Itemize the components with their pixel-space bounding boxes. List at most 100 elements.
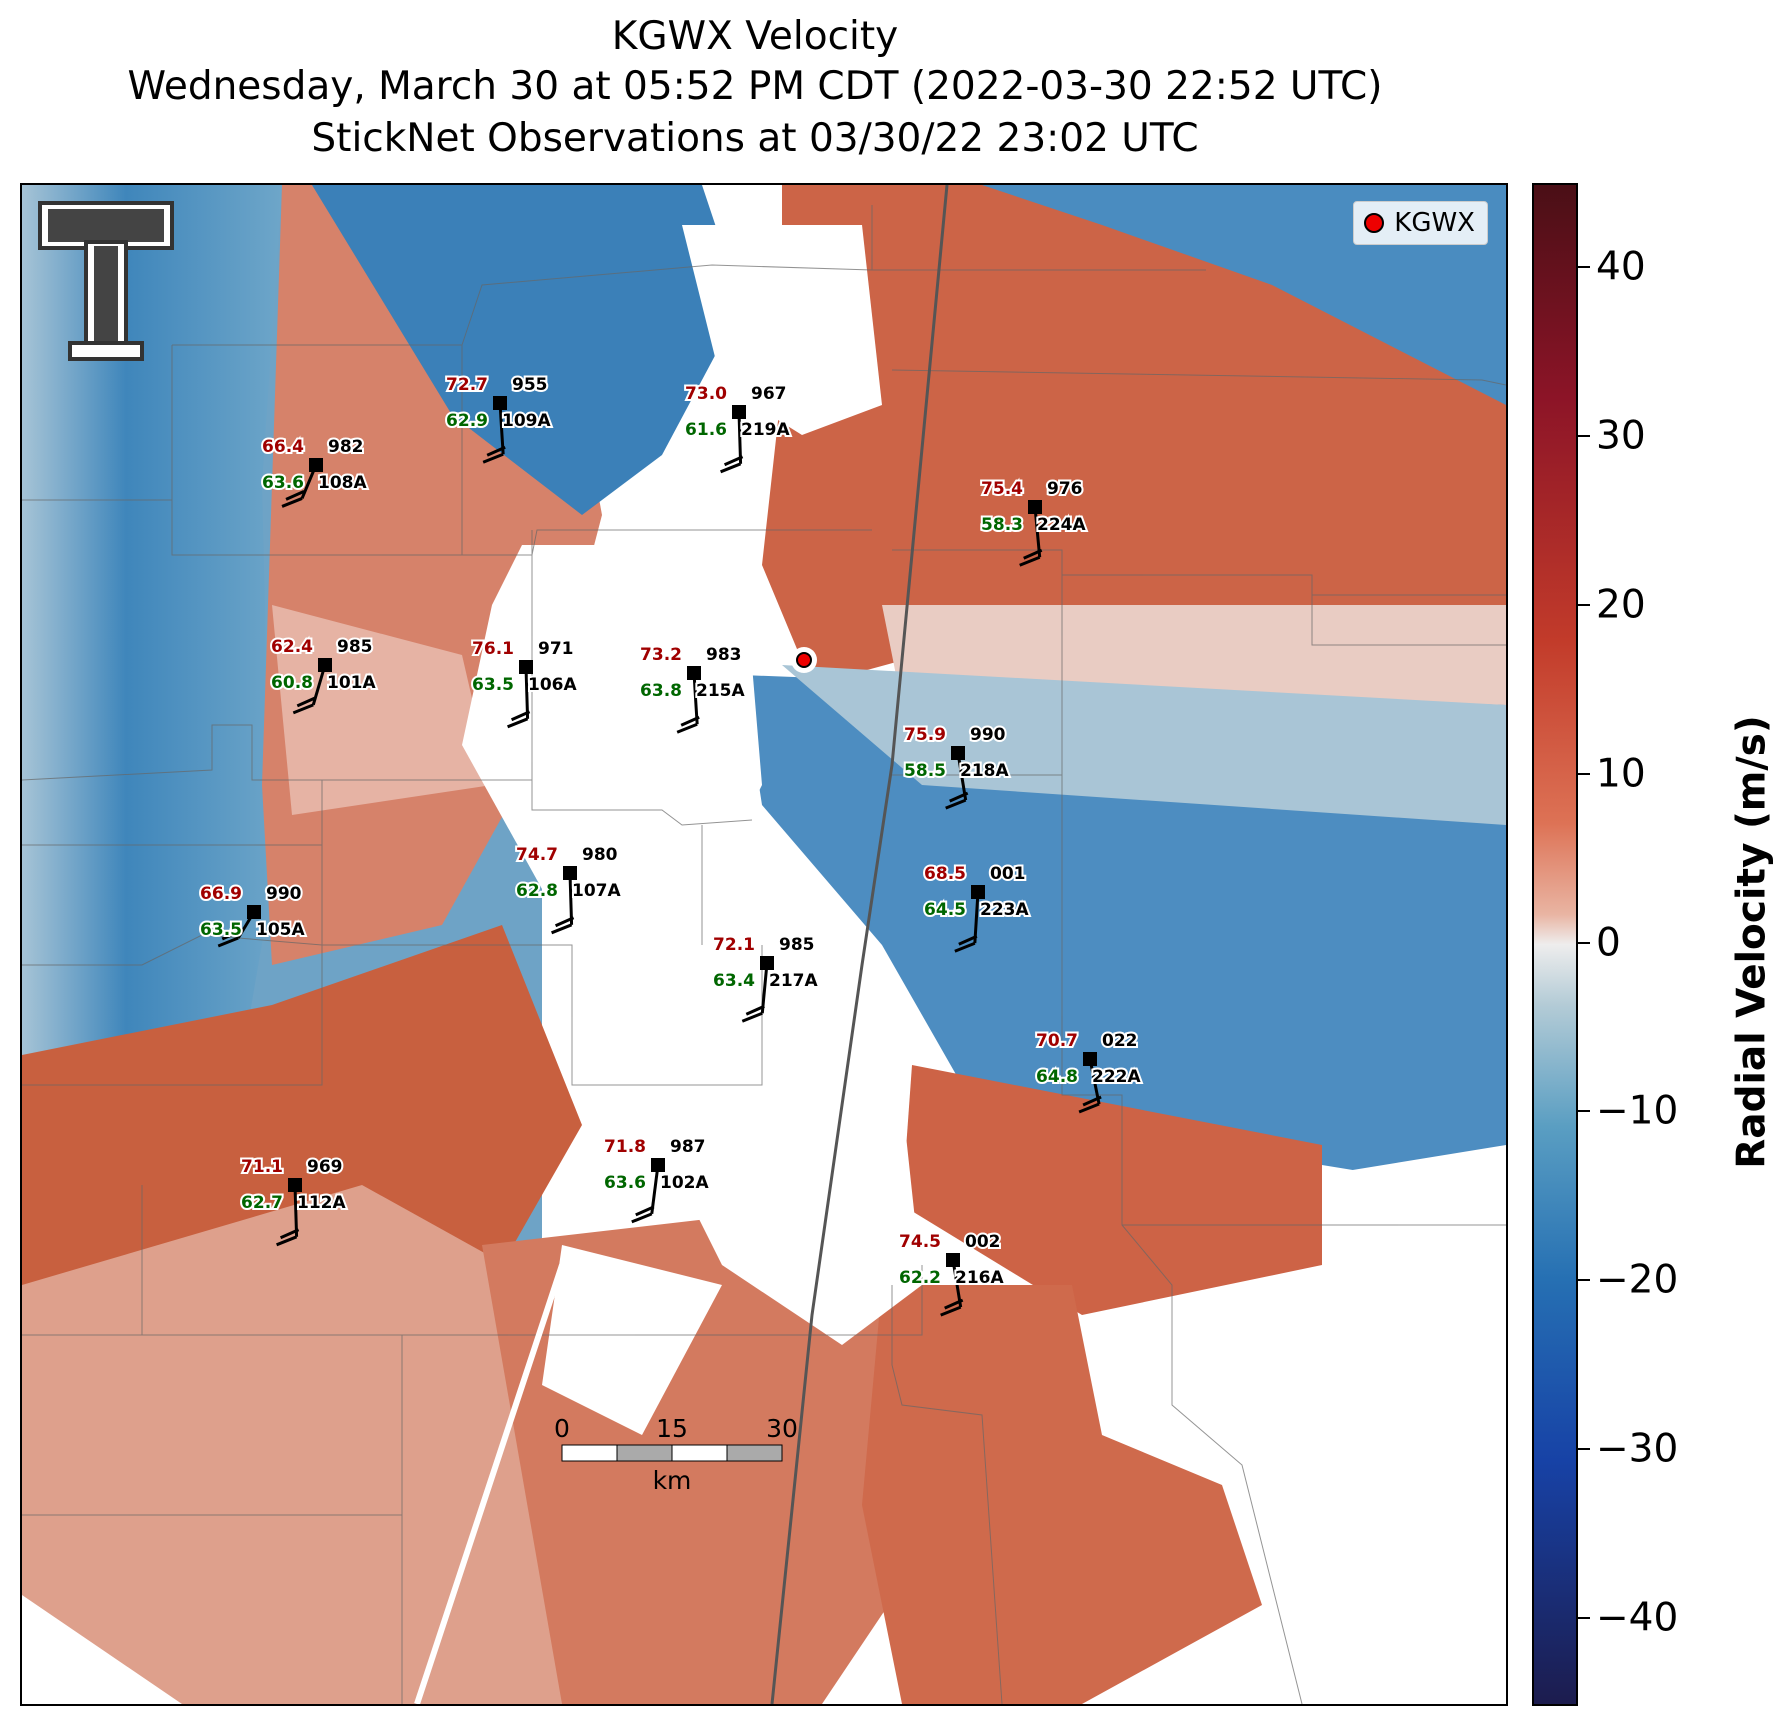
wind-barb — [956, 752, 968, 801]
station-temperature: 68.5 — [924, 864, 966, 884]
wind-barb-flag — [554, 916, 575, 928]
station-pressure: 967 — [751, 384, 787, 404]
radar-map: 66.4 982 63.6 108A 72.7 955 62.9 109A 73.0 967 61.… — [20, 183, 1508, 1706]
station-id: 222A — [1092, 1067, 1141, 1087]
texas-tech-logo — [38, 201, 174, 361]
station-id: 217A — [769, 971, 818, 991]
station-223a: 68.5 001 64.5 223A — [922, 862, 1031, 953]
station-id: 223A — [980, 900, 1029, 920]
station-218a: 75.9 990 58.5 218A — [902, 723, 1011, 810]
station-222a: 70.7 022 64.8 222A — [1034, 1029, 1143, 1114]
wind-barb — [524, 666, 530, 719]
colorbar-tick-label: −40 — [1596, 1595, 1679, 1641]
wind-barb — [498, 402, 505, 455]
station-dewpoint: 63.6 — [262, 473, 304, 493]
station-temperature: 76.1 — [472, 639, 514, 659]
station-pressure: 955 — [512, 375, 548, 395]
station-temperature: 66.4 — [262, 437, 304, 457]
legend-label: KGWX — [1394, 208, 1475, 238]
station-marker — [651, 1158, 665, 1172]
station-219a: 73.0 967 61.6 219A — [683, 382, 792, 474]
velocity-north-inbound — [312, 185, 742, 515]
station-temperature: 75.4 — [981, 479, 1023, 499]
station-108a: 66.4 982 63.6 108A — [260, 435, 369, 508]
stations-layer: 66.4 982 63.6 108A 72.7 955 62.9 109A 73.0 967 61.… — [198, 373, 1143, 1317]
colorbar-tick-label: −10 — [1596, 1088, 1679, 1134]
station-217a: 72.1 985 63.4 217A — [711, 933, 820, 1023]
wind-barb-flag — [482, 452, 504, 464]
wind-barb-flag — [631, 1212, 653, 1224]
station-216a: 74.5 002 62.2 216A — [897, 1230, 1006, 1317]
wind-barb — [1033, 506, 1042, 558]
station-marker — [247, 905, 261, 919]
velocity-nodata-center — [462, 545, 762, 965]
station-pressure: 990 — [266, 884, 302, 904]
scale-unit: km — [653, 1466, 692, 1495]
station-marker — [1028, 500, 1042, 514]
station-temperature: 62.4 — [271, 637, 313, 657]
scale-label-0: 0 — [554, 1414, 570, 1443]
map-subtitle-time: Wednesday, March 30 at 05:52 PM CDT (202… — [127, 64, 1383, 109]
station-dewpoint: 63.5 — [472, 675, 514, 695]
wind-barb — [760, 962, 769, 1014]
station-marker — [1083, 1052, 1097, 1066]
station-id: 112A — [297, 1193, 346, 1213]
station-dewpoint: 58.3 — [981, 515, 1023, 535]
colorbar-tick-label: 0 — [1596, 920, 1621, 965]
radar-beam-gap — [414, 1264, 565, 1704]
wind-barb-flag — [680, 715, 700, 727]
wind-barb-flag — [723, 455, 744, 467]
colorbar-tick — [1576, 772, 1590, 775]
station-106a: 76.1 971 63.5 106A — [470, 637, 579, 729]
station-marker — [951, 746, 965, 760]
station-id: 108A — [318, 473, 367, 493]
wind-barb — [568, 872, 574, 925]
wind-barb-flag — [285, 490, 305, 501]
station-temperature: 73.2 — [640, 645, 682, 665]
station-109a: 72.7 955 62.9 109A — [444, 373, 553, 464]
station-pressure: 983 — [706, 645, 742, 665]
station-id: 218A — [960, 761, 1009, 781]
wind-barb-flag — [510, 710, 531, 722]
wind-barb-flag — [940, 1305, 962, 1317]
velocity-south-outbound — [902, 1065, 1322, 1315]
station-id: 219A — [741, 420, 790, 440]
station-pressure: 002 — [965, 1232, 1001, 1252]
station-id: 102A — [660, 1173, 709, 1193]
velocity-southeast-cells — [862, 1285, 1262, 1704]
map-legend: KGWX — [1353, 201, 1488, 245]
wind-barb-flag — [551, 923, 573, 935]
wind-barb-flag — [279, 1228, 300, 1240]
station-105a: 66.9 990 63.5 105A — [198, 882, 307, 948]
kgwx-legend-marker — [1364, 213, 1385, 233]
wind-barb — [737, 411, 743, 464]
wind-barb-flag — [944, 1298, 964, 1310]
county-lines — [22, 205, 1506, 1704]
wind-barb — [973, 891, 980, 944]
station-pressure: 990 — [970, 725, 1006, 745]
wind-barb-flag — [276, 1235, 298, 1247]
station-112a: 71.1 969 62.7 112A — [239, 1155, 348, 1247]
wind-barb — [692, 672, 699, 725]
scale-label-15: 15 — [656, 1414, 688, 1443]
station-id: 101A — [327, 673, 376, 693]
colorbar-tick-label: 30 — [1596, 413, 1646, 459]
station-pressure: 001 — [990, 864, 1026, 884]
station-dewpoint: 60.8 — [271, 673, 313, 693]
station-marker — [732, 405, 746, 419]
colorbar-tick-label: −20 — [1596, 1257, 1679, 1303]
velocity-nodata-south2 — [542, 1245, 722, 1435]
wind-barb-flag — [1082, 1095, 1102, 1107]
map-subtitle-obs: StickNet Observations at 03/30/22 23:02 … — [311, 116, 1199, 161]
colorbar-tick — [1576, 1279, 1590, 1282]
station-224a: 75.4 976 58.3 224A — [979, 477, 1088, 567]
velocity-nodata-southeast — [1262, 1145, 1506, 1704]
colorbar-tick-label: −30 — [1596, 1426, 1679, 1472]
station-marker — [563, 866, 577, 880]
station-marker — [288, 1178, 302, 1192]
station-id: 215A — [696, 681, 745, 701]
wind-barb-flag — [217, 936, 239, 948]
wind-barb-flag — [1019, 555, 1041, 567]
state-line — [770, 185, 949, 1704]
station-id: 224A — [1037, 515, 1086, 535]
